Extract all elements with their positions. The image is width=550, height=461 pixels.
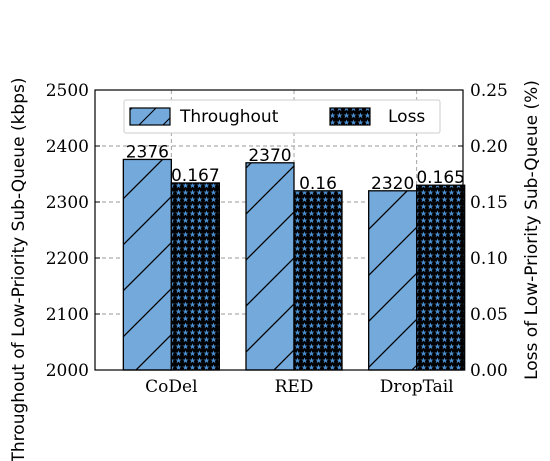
y-tick-label: 2400 <box>46 137 89 157</box>
legend-label-throughout: Throughout <box>179 107 279 127</box>
bar-throughout <box>122 158 172 371</box>
y-tick-label: 2200 <box>46 249 89 269</box>
bar-loss <box>416 184 466 371</box>
y-tick-label: 2500 <box>46 81 89 101</box>
legend-swatch-throughout <box>129 107 171 126</box>
bar-loss <box>170 182 220 371</box>
data-label-throughout: 2370 <box>248 146 291 166</box>
y2-tick-label: 0.05 <box>470 305 508 325</box>
axis-ticks: 2000 2100 2200 2300 2400 2500 0.00 0.05 0.10 0.15… <box>46 81 508 397</box>
y-tick-label: 2300 <box>46 193 89 213</box>
y2-tick-label: 0.00 <box>470 361 508 381</box>
y2-axis-label: Loss of Low-Priority Sub-Queue (%) <box>522 80 542 380</box>
bar-loss <box>293 190 343 371</box>
y-tick-label: 2100 <box>46 305 89 325</box>
data-label-loss: 0.167 <box>171 166 220 186</box>
legend: Throughout Loss <box>123 99 441 134</box>
data-label-loss: 0.165 <box>416 168 465 188</box>
data-label-throughout: 2376 <box>126 142 169 162</box>
legend-label-loss: Loss <box>388 107 425 127</box>
y2-tick-label: 0.25 <box>470 81 508 101</box>
plot-frame <box>94 89 464 371</box>
bar-throughout <box>368 190 418 371</box>
legend-swatch-loss <box>329 107 371 126</box>
y-tick-label: 2000 <box>46 361 89 381</box>
x-tick-label: CoDel <box>145 377 197 397</box>
y2-tick-label: 0.15 <box>470 193 508 213</box>
bar-throughout <box>245 162 295 371</box>
data-label-throughout: 2320 <box>371 174 414 194</box>
y2-tick-label: 0.10 <box>470 249 508 269</box>
x-tick-label: DropTail <box>380 377 454 397</box>
y2-tick-label: 0.20 <box>470 137 508 157</box>
data-label-loss: 0.16 <box>299 174 337 194</box>
y-axis-label: Throughout of Low-Priority Sub-Queue (kb… <box>9 78 29 461</box>
x-tick-label: RED <box>275 377 314 397</box>
